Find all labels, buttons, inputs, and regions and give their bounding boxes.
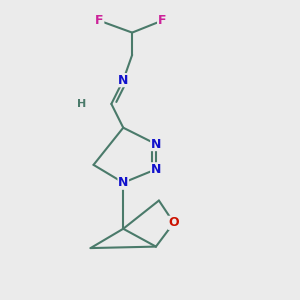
Text: H: H: [77, 99, 86, 109]
Text: N: N: [151, 138, 161, 151]
Text: N: N: [118, 74, 128, 87]
Text: N: N: [151, 163, 161, 176]
Text: O: O: [169, 216, 179, 229]
Text: F: F: [95, 14, 104, 27]
Text: N: N: [118, 176, 128, 189]
Text: F: F: [158, 14, 166, 27]
